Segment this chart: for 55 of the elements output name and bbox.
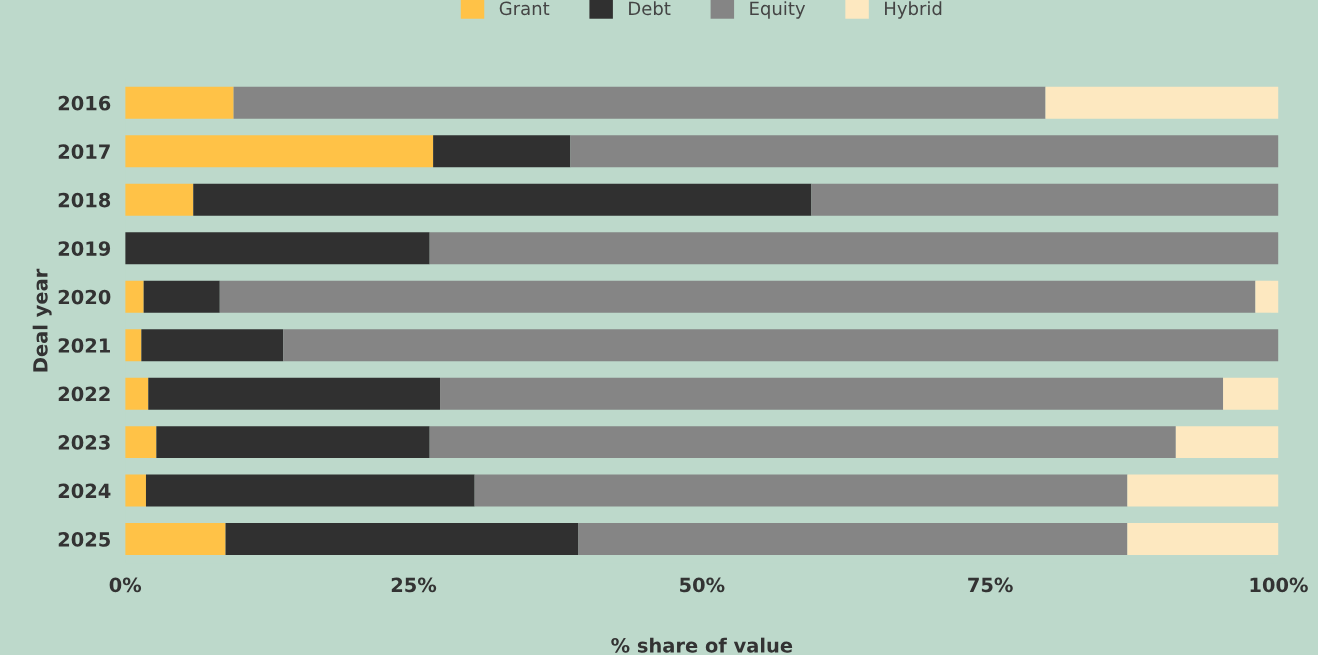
bar <box>1127 523 1279 556</box>
bar <box>233 86 1046 119</box>
bar <box>125 135 434 168</box>
bar <box>156 426 430 459</box>
y-axis-title: Deal year <box>32 268 52 372</box>
bar <box>225 523 579 556</box>
bar <box>125 377 149 410</box>
bar <box>125 523 226 556</box>
legend-label: Debt <box>629 1 671 16</box>
y-tick-label: 2025 <box>58 532 110 547</box>
legend-label: Equity <box>750 1 806 19</box>
x-tick-label: 25% <box>391 577 437 593</box>
bar <box>125 280 144 313</box>
legend-label: Hybrid <box>885 1 942 19</box>
y-tick-label: 2019 <box>58 241 111 256</box>
y-tick-label: 2022 <box>58 386 110 402</box>
bar <box>433 135 571 168</box>
y-tick-label: 2017 <box>58 144 110 159</box>
bar <box>141 329 284 362</box>
x-tick-label: 75% <box>968 577 1013 593</box>
bar <box>125 426 157 459</box>
bar <box>1045 86 1279 119</box>
legend-label: Grant <box>499 1 550 16</box>
bar <box>578 523 1128 556</box>
bar <box>1127 474 1279 507</box>
bar <box>1223 377 1279 410</box>
bar <box>193 183 812 216</box>
x-axis-title: % share of value <box>611 637 793 653</box>
bar <box>145 474 475 507</box>
bar <box>125 86 234 119</box>
bar <box>125 232 430 265</box>
bar <box>283 329 1279 362</box>
bar <box>219 280 1256 313</box>
bar <box>1255 280 1279 313</box>
bar <box>143 280 220 313</box>
x-tick-label: 100% <box>1250 577 1308 593</box>
bar <box>1175 426 1279 459</box>
bar <box>570 135 1279 168</box>
bar <box>125 329 142 362</box>
x-tick-label: 50% <box>680 577 725 593</box>
bar <box>148 377 441 410</box>
bar <box>474 474 1128 507</box>
bar <box>429 232 1279 265</box>
bar <box>440 377 1224 410</box>
x-tick-label: 0% <box>109 577 142 593</box>
bar <box>811 183 1279 216</box>
y-tick-label: 2020 <box>58 289 111 305</box>
bar <box>125 474 146 507</box>
bar <box>429 426 1176 459</box>
y-tick-label: 2021 <box>58 338 110 353</box>
y-tick-label: 2024 <box>58 483 111 499</box>
y-tick-label: 2023 <box>58 435 110 450</box>
y-tick-label: 2018 <box>58 192 111 208</box>
bar <box>125 183 194 216</box>
y-tick-label: 2016 <box>58 95 111 111</box>
